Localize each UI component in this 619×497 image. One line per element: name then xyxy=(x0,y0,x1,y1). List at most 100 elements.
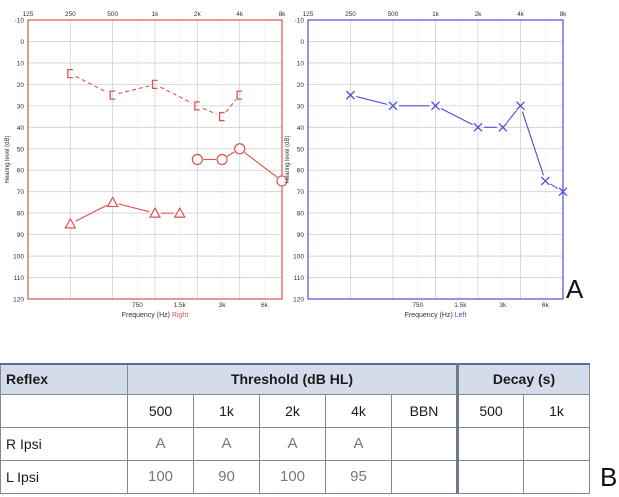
reflex-header: Reflex xyxy=(0,363,128,395)
data-point-x xyxy=(346,90,355,100)
y-tick-label: 30 xyxy=(17,103,25,110)
x-tick-label-bottom: 3k xyxy=(219,302,227,309)
y-tick-label: 120 xyxy=(13,297,24,304)
data-point-triangle xyxy=(148,206,162,218)
table-row: L Ipsi 100 90 100 95 xyxy=(0,459,590,494)
y-axis-label: Hearing level (dB) xyxy=(5,135,11,183)
x-tick-label-bottom: 750 xyxy=(132,302,143,309)
x-tick-label-top: 500 xyxy=(107,11,118,18)
table-cell: A xyxy=(325,426,392,461)
series-line-bracket xyxy=(75,75,108,93)
x-tick-label-top: 250 xyxy=(65,11,76,18)
series-line-x xyxy=(521,111,544,176)
data-point-bracket xyxy=(218,111,225,122)
series-line-x xyxy=(506,110,518,124)
y-tick-label: 110 xyxy=(14,275,25,282)
x-tick-label-top: 2k xyxy=(194,11,202,18)
table-cell xyxy=(391,426,459,461)
y-tick-label: 90 xyxy=(297,232,305,239)
table-cell: 100 xyxy=(259,459,326,494)
data-point-circle xyxy=(276,175,288,187)
y-tick-label: 70 xyxy=(17,189,25,196)
series-line-bracket xyxy=(118,85,150,95)
data-point-x xyxy=(498,122,508,132)
data-point-bracket xyxy=(109,90,116,100)
x-tick-label-top: 8k xyxy=(560,11,568,18)
y-tick-label: 80 xyxy=(17,211,25,218)
data-point-bracket xyxy=(236,90,243,100)
plot-frame xyxy=(27,19,283,300)
series-line-circle xyxy=(226,151,235,157)
table-cell xyxy=(457,426,524,461)
y-tick-label: 60 xyxy=(297,168,305,175)
col-header: 500 xyxy=(457,393,524,428)
series-line-bracket xyxy=(225,99,237,113)
audiogram-panel-left: -10 0 10 20 30 40 50 60 70 80 90 100 110 120 125 250 500… xyxy=(285,11,568,319)
y-tick-label: 50 xyxy=(17,146,25,153)
table-cell xyxy=(457,459,524,494)
reflex-table: Reflex Threshold (dB HL) Decay (s) 500 1… xyxy=(0,363,590,494)
data-point-circle xyxy=(216,153,228,166)
data-point-circle xyxy=(191,153,203,166)
series-line-bracket xyxy=(202,107,217,115)
data-point-bracket xyxy=(194,101,200,111)
x-tick-label-top: 125 xyxy=(303,11,314,18)
y-tick-label: 0 xyxy=(300,39,304,46)
x-tick-label-bottom: 750 xyxy=(412,302,423,309)
x-tick-label-top: 125 xyxy=(23,11,34,18)
series-line-triangle xyxy=(118,203,150,213)
col-header: 2k xyxy=(259,393,326,428)
threshold-header: Threshold (dB HL) xyxy=(127,363,459,395)
y-tick-label: 90 xyxy=(17,232,25,239)
panel-label-b: B xyxy=(600,462,618,492)
data-point-bracket xyxy=(151,79,158,90)
x-tick-label-bottom: 6k xyxy=(261,302,269,309)
data-point-triangle xyxy=(173,206,186,218)
table-cell: A xyxy=(259,426,326,461)
x-tick-label-top: 4k xyxy=(517,11,525,18)
col-header: 1k xyxy=(523,393,590,428)
y-tick-label: 110 xyxy=(294,275,305,282)
col-header: 1k xyxy=(193,393,260,428)
y-tick-label: 40 xyxy=(17,125,25,132)
x-tick-label-bottom: 1.5k xyxy=(454,302,467,309)
data-point-triangle xyxy=(64,217,77,229)
x-tick-label-top: 8k xyxy=(279,11,287,18)
x-tick-label-top: 500 xyxy=(388,11,399,18)
table-cell xyxy=(523,426,590,461)
y-tick-label: 20 xyxy=(297,82,305,89)
y-tick-label: 120 xyxy=(293,297,304,304)
corner-cell xyxy=(0,393,128,428)
data-point-circle xyxy=(234,143,246,155)
y-tick-label: 10 xyxy=(297,60,305,67)
row-label: L Ipsi xyxy=(0,459,128,494)
data-point-x xyxy=(431,101,440,111)
series-line-bracket xyxy=(160,86,193,104)
table-cell xyxy=(391,459,459,494)
col-header: BBN xyxy=(391,393,459,428)
data-point-x xyxy=(473,122,483,132)
x-tick-label-top: 1k xyxy=(432,11,440,18)
table-row: R Ipsi A A A A xyxy=(0,426,590,461)
y-tick-label: 30 xyxy=(297,103,305,110)
data-point-x xyxy=(516,101,525,111)
y-tick-label: 10 xyxy=(17,60,25,67)
series-line-x xyxy=(356,96,388,105)
data-point-bracket xyxy=(67,69,73,79)
col-header: 500 xyxy=(127,393,194,428)
data-point-x xyxy=(558,187,568,197)
x-axis-label: Frequency (Hz) Right xyxy=(122,312,189,319)
y-tick-label: 80 xyxy=(297,211,305,218)
y-tick-label: -10 xyxy=(295,18,305,25)
audiogram-panel-right: -10 0 10 20 30 40 50 60 70 80 90 100 110 120 125 250 500… xyxy=(5,11,288,319)
table-cell: A xyxy=(193,426,260,461)
y-tick-label: 60 xyxy=(17,168,25,175)
x-tick-label-bottom: 6k xyxy=(542,302,550,309)
row-label: R Ipsi xyxy=(0,426,128,461)
x-axis-label: Frequency (Hz) Left xyxy=(405,312,467,319)
data-point-x xyxy=(540,176,550,186)
table-cell: 90 xyxy=(193,459,260,494)
table-cell xyxy=(523,459,590,494)
y-tick-label: 20 xyxy=(17,82,25,89)
